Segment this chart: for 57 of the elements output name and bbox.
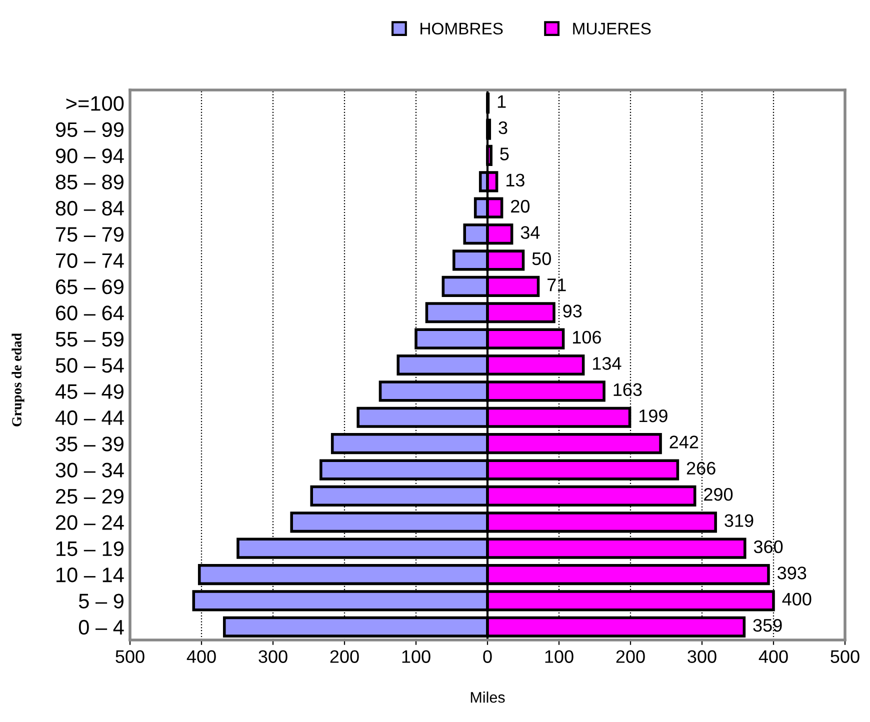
x-tick-label: 100 — [402, 650, 430, 663]
y-tick-label: 30 – 34 — [56, 462, 124, 478]
legend-label: MUJERES — [573, 22, 651, 35]
y-tick-label: 65 – 69 — [56, 279, 124, 294]
y-tick-label: 25 – 29 — [56, 488, 124, 504]
x-tick-label: 200 — [330, 650, 359, 663]
x-tick-label: 300 — [258, 650, 288, 663]
y-tick-label: 60 – 64 — [56, 306, 124, 320]
y-tick-label: 40 – 44 — [55, 410, 124, 426]
data-label: 5 — [500, 148, 509, 160]
x-tick-label: 400 — [758, 650, 788, 663]
y-tick-label: 75 – 79 — [56, 227, 124, 242]
data-label: 134 — [593, 357, 622, 370]
data-label: 400 — [782, 592, 812, 606]
data-label: 71 — [548, 278, 566, 292]
data-label: 1 — [498, 95, 506, 108]
y-tick-label: 90 – 94 — [56, 148, 124, 164]
y-tick-label: 80 – 84 — [56, 200, 124, 216]
data-label: 319 — [724, 514, 754, 527]
data-label: 50 — [532, 252, 551, 266]
data-label: 34 — [520, 226, 540, 239]
data-label: 20 — [511, 200, 530, 213]
y-axis-title: Grupos de edad — [12, 333, 24, 426]
x-axis-title: Miles — [470, 692, 505, 703]
data-label: 393 — [778, 566, 806, 580]
x-tick-label: 500 — [830, 650, 860, 663]
y-tick-label: 95 – 99 — [56, 122, 124, 138]
y-tick-label: 35 – 39 — [56, 436, 124, 452]
data-label: 163 — [614, 383, 642, 396]
y-tick-label: 55 – 59 — [56, 332, 124, 347]
data-label: 360 — [754, 540, 783, 554]
y-tick-label: 50 – 54 — [56, 358, 124, 373]
data-label: 242 — [670, 436, 698, 448]
x-tick-label: 100 — [545, 650, 574, 663]
data-label: 266 — [686, 462, 716, 475]
x-tick-label: 500 — [116, 650, 144, 663]
x-tick-label: 300 — [688, 650, 716, 663]
legend-label: HOMBRES — [420, 22, 503, 35]
data-label: 199 — [639, 409, 668, 422]
y-tick-label: 0 – 4 — [78, 620, 124, 635]
y-tick-label: 15 – 19 — [56, 541, 124, 556]
y-tick-label: 5 – 9 — [78, 594, 124, 608]
y-tick-label: 45 – 49 — [55, 384, 124, 399]
y-tick-label: 20 – 24 — [56, 515, 124, 530]
data-label: 13 — [506, 174, 524, 187]
data-label: 290 — [704, 488, 733, 501]
y-tick-label: 70 – 74 — [56, 253, 124, 268]
y-tick-label: >=100 — [66, 96, 124, 111]
data-label: 106 — [573, 330, 601, 344]
x-tick-label: 400 — [186, 650, 216, 663]
data-label: 93 — [563, 304, 582, 318]
data-label: 359 — [753, 618, 782, 632]
y-tick-label: 85 – 89 — [56, 174, 124, 190]
y-tick-label: 10 – 14 — [56, 568, 124, 582]
x-tick-label: 200 — [616, 650, 645, 663]
data-label: 3 — [498, 121, 508, 134]
x-tick-label: 0 — [483, 650, 492, 663]
